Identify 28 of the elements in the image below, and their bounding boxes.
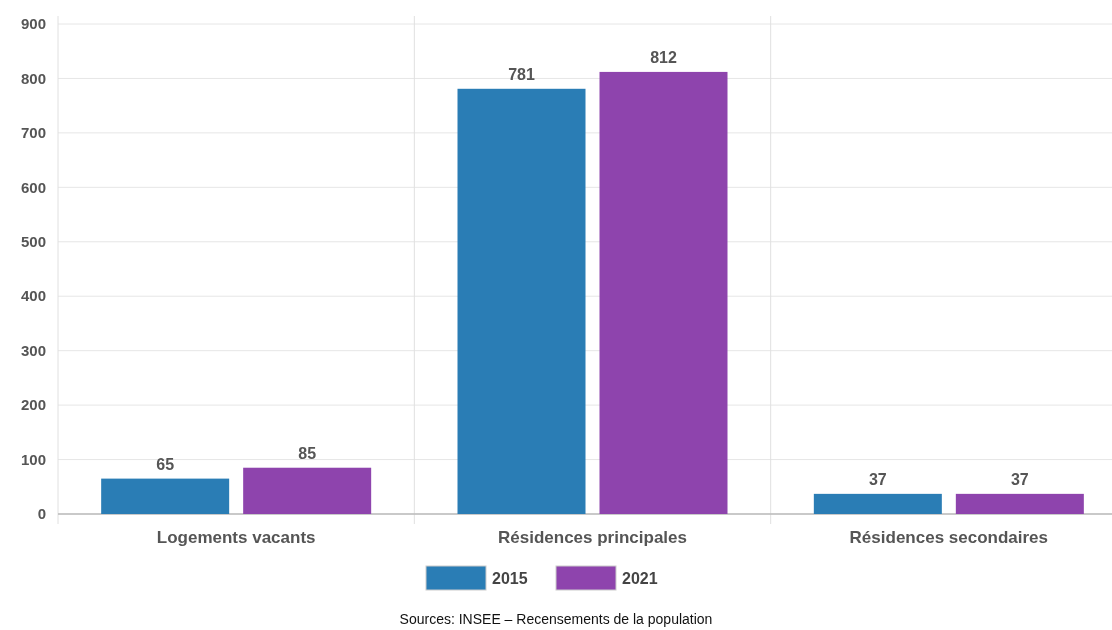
- x-tick-label: Résidences secondaires: [849, 528, 1049, 547]
- y-tick-label: 400: [20, 287, 46, 305]
- y-tick-label: 100: [20, 450, 46, 468]
- x-tick-label: Logements vacants: [156, 528, 316, 547]
- legend-label: 2021: [622, 569, 658, 587]
- legend-label: 2015: [492, 569, 528, 587]
- bar: [243, 467, 372, 514]
- bar: [457, 88, 586, 514]
- y-tick-label: 300: [20, 341, 46, 359]
- bar: [599, 71, 728, 514]
- data-label: 37: [868, 470, 887, 488]
- data-label: 85: [298, 444, 317, 462]
- bar: [955, 493, 1084, 514]
- y-tick-label: 900: [20, 15, 46, 33]
- y-tick-label: 0: [37, 505, 46, 523]
- data-label: 37: [1010, 470, 1029, 488]
- y-tick-label: 200: [20, 396, 46, 414]
- bar: [101, 478, 230, 514]
- x-tick-label: Résidences principales: [498, 528, 687, 547]
- data-label: 781: [508, 65, 535, 83]
- y-tick-label: 500: [20, 233, 46, 251]
- data-label: 65: [156, 455, 175, 473]
- y-tick-label: 800: [20, 69, 46, 87]
- bar: [813, 493, 942, 514]
- y-tick-label: 600: [20, 178, 46, 196]
- y-tick-label: 700: [20, 124, 46, 142]
- source-note: Sources: INSEE – Recensements de la population: [399, 611, 713, 627]
- data-label: 812: [650, 48, 677, 66]
